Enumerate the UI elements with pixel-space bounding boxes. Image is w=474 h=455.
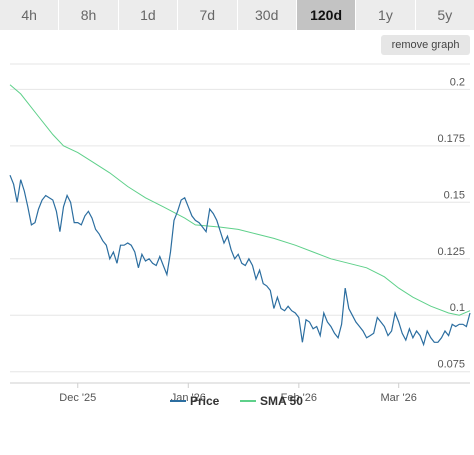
- legend-label-sma-50[interactable]: SMA 50: [260, 394, 303, 408]
- y-tick-label: 0.075: [437, 359, 465, 371]
- tab-1y[interactable]: 1y: [356, 0, 416, 30]
- tab-4h[interactable]: 4h: [0, 0, 60, 30]
- x-axis-ticks: Dec '25 Jan '26 Feb '26 Mar '26: [59, 383, 417, 404]
- tab-5y[interactable]: 5y: [415, 0, 474, 30]
- chart-legend: Price SMA 50: [170, 394, 303, 408]
- x-tick-label: Dec '25: [59, 392, 96, 404]
- series-line-sma-50: [9, 84, 471, 316]
- y-tick-label: 0.1: [450, 302, 465, 314]
- tab-120d[interactable]: 120d: [296, 0, 357, 30]
- y-tick-label: 0.125: [437, 246, 465, 258]
- y-tick-label: 0.175: [437, 133, 465, 145]
- y-axis-ticks: 0.075 0.1 0.125 0.15 0.175 0.2: [437, 76, 465, 370]
- time-range-tabs: 4h 8h 1d 7d 30d 120d 1y 5y: [0, 0, 474, 30]
- y-tick-label: 0.2: [450, 76, 465, 88]
- tab-1d[interactable]: 1d: [118, 0, 179, 30]
- tab-30d[interactable]: 30d: [237, 0, 297, 30]
- x-tick-label: Mar '26: [381, 392, 417, 404]
- y-tick-label: 0.15: [444, 189, 465, 201]
- legend-label-price[interactable]: Price: [190, 394, 220, 408]
- tab-7d[interactable]: 7d: [178, 0, 238, 30]
- x-tick-label: Feb '26: [281, 392, 317, 404]
- series-line-price: [9, 174, 471, 347]
- remove-graph-button[interactable]: remove graph: [381, 35, 470, 55]
- tab-8h[interactable]: 8h: [59, 0, 119, 30]
